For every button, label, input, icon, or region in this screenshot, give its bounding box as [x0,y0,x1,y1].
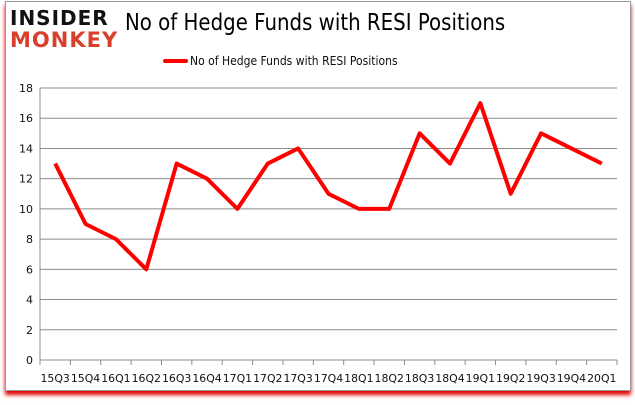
x-tick-label: 16Q3 [162,372,191,385]
y-tick-label: 12 [19,173,33,186]
y-tick-label: 0 [26,354,33,367]
y-tick-label: 14 [19,142,33,155]
y-tick-label: 8 [26,233,33,246]
x-tick-label: 16Q4 [192,372,221,385]
x-tick-label: 18Q2 [375,372,404,385]
legend-swatch [163,59,188,63]
y-tick-label: 6 [26,263,33,276]
y-tick-label: 10 [19,203,33,216]
x-tick-label: 17Q4 [314,372,343,385]
x-tick-label: 15Q3 [41,372,70,385]
x-tick-label: 17Q1 [223,372,252,385]
series-line [53,101,603,272]
x-tick-label: 18Q1 [344,372,373,385]
y-tick-label: 16 [19,112,33,125]
x-tick-label: 16Q1 [101,372,130,385]
logo-text-top: INSIDER [10,6,109,30]
x-tick-label: 18Q3 [405,372,434,385]
x-tick-label: 17Q3 [283,372,312,385]
x-tick-label: 18Q4 [435,372,464,385]
legend-label: No of Hedge Funds with RESI Positions [190,54,398,68]
x-tick-label: 15Q4 [71,372,100,385]
x-tick-label: 19Q1 [466,372,495,385]
y-tick-label: 18 [19,82,33,95]
legend: No of Hedge Funds with RESI Positions [163,54,421,68]
chart-frame [5,1,631,391]
x-tick-label: 19Q2 [496,372,525,385]
y-tick-label: 4 [26,294,33,307]
x-tick-label: 19Q3 [526,372,555,385]
x-tick-label: 20Q1 [587,372,616,385]
insider-monkey-logo: INSIDER MONKEY [10,6,118,52]
x-tick-label: 17Q2 [253,372,282,385]
logo-text-bottom: MONKEY [10,28,119,52]
y-tick-label: 2 [26,324,33,337]
x-tick-label: 16Q2 [132,372,161,385]
x-tick-label: 19Q4 [557,372,586,385]
chart-title: No of Hedge Funds with RESI Positions [125,10,506,36]
